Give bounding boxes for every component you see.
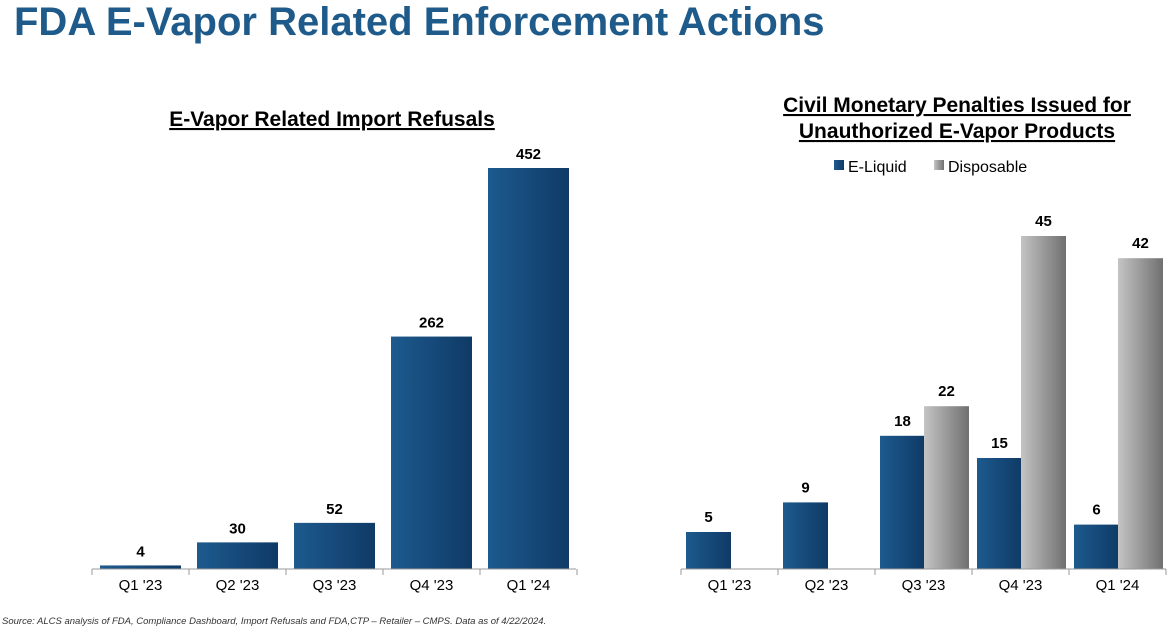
disposable-data-label: 45: [1035, 213, 1052, 230]
legend-swatch-eliquid: [834, 160, 844, 170]
left-bar: [391, 336, 472, 569]
legend-label-disposable: Disposable: [948, 159, 1027, 176]
right-tick-label: Q4 '23: [999, 577, 1043, 594]
left-tick-label: Q4 '23: [410, 577, 454, 594]
eliquid-data-label: 6: [1092, 502, 1100, 519]
eliquid-data-label: 18: [894, 413, 911, 430]
disposable-bar: [924, 406, 969, 569]
left-data-label: 52: [326, 501, 343, 518]
eliquid-data-label: 5: [704, 509, 712, 526]
left-tick-label: Q3 '23: [313, 577, 357, 594]
left-chart-title: E-Vapor Related Import Refusals: [169, 108, 495, 131]
legend-swatch-disposable: [934, 160, 944, 170]
left-bar: [197, 542, 278, 569]
disposable-data-label: 42: [1132, 235, 1149, 252]
eliquid-bar: [977, 458, 1022, 569]
eliquid-data-label: 9: [801, 479, 809, 496]
left-data-label: 4: [136, 543, 145, 560]
right-tick-label: Q3 '23: [902, 577, 946, 594]
left-tick-label: Q1 '23: [119, 577, 163, 594]
left-bar: [100, 565, 181, 569]
left-bar: [294, 522, 375, 569]
left-data-label: 30: [229, 520, 246, 537]
right-chart-title-line1: Civil Monetary Penalties Issued for: [783, 94, 1131, 117]
eliquid-bar: [880, 435, 925, 569]
left-bar: [488, 168, 569, 569]
legend-label-eliquid: E-Liquid: [848, 159, 907, 176]
disposable-data-label: 22: [938, 383, 955, 400]
eliquid-bar: [686, 532, 731, 569]
source-note: Source: ALCS analysis of FDA, Compliance…: [2, 616, 547, 627]
right-tick-label: Q2 '23: [805, 577, 849, 594]
left-tick-label: Q1 '24: [507, 577, 551, 594]
disposable-bar: [1118, 258, 1163, 569]
page-title: FDA E-Vapor Related Enforcement Actions: [14, 0, 825, 44]
left-data-label: 452: [516, 146, 541, 163]
left-tick-label: Q2 '23: [216, 577, 260, 594]
eliquid-data-label: 15: [991, 435, 1008, 452]
legend: E-Liquid Disposable: [834, 159, 1027, 176]
disposable-bar: [1021, 236, 1066, 569]
right-chart-title-line2: Unauthorized E-Vapor Products: [799, 120, 1115, 143]
right-tick-label: Q1 '23: [708, 577, 752, 594]
eliquid-bar: [783, 502, 828, 569]
eliquid-bar: [1074, 524, 1119, 569]
left-data-label: 262: [419, 315, 444, 332]
right-tick-label: Q1 '24: [1096, 577, 1140, 594]
